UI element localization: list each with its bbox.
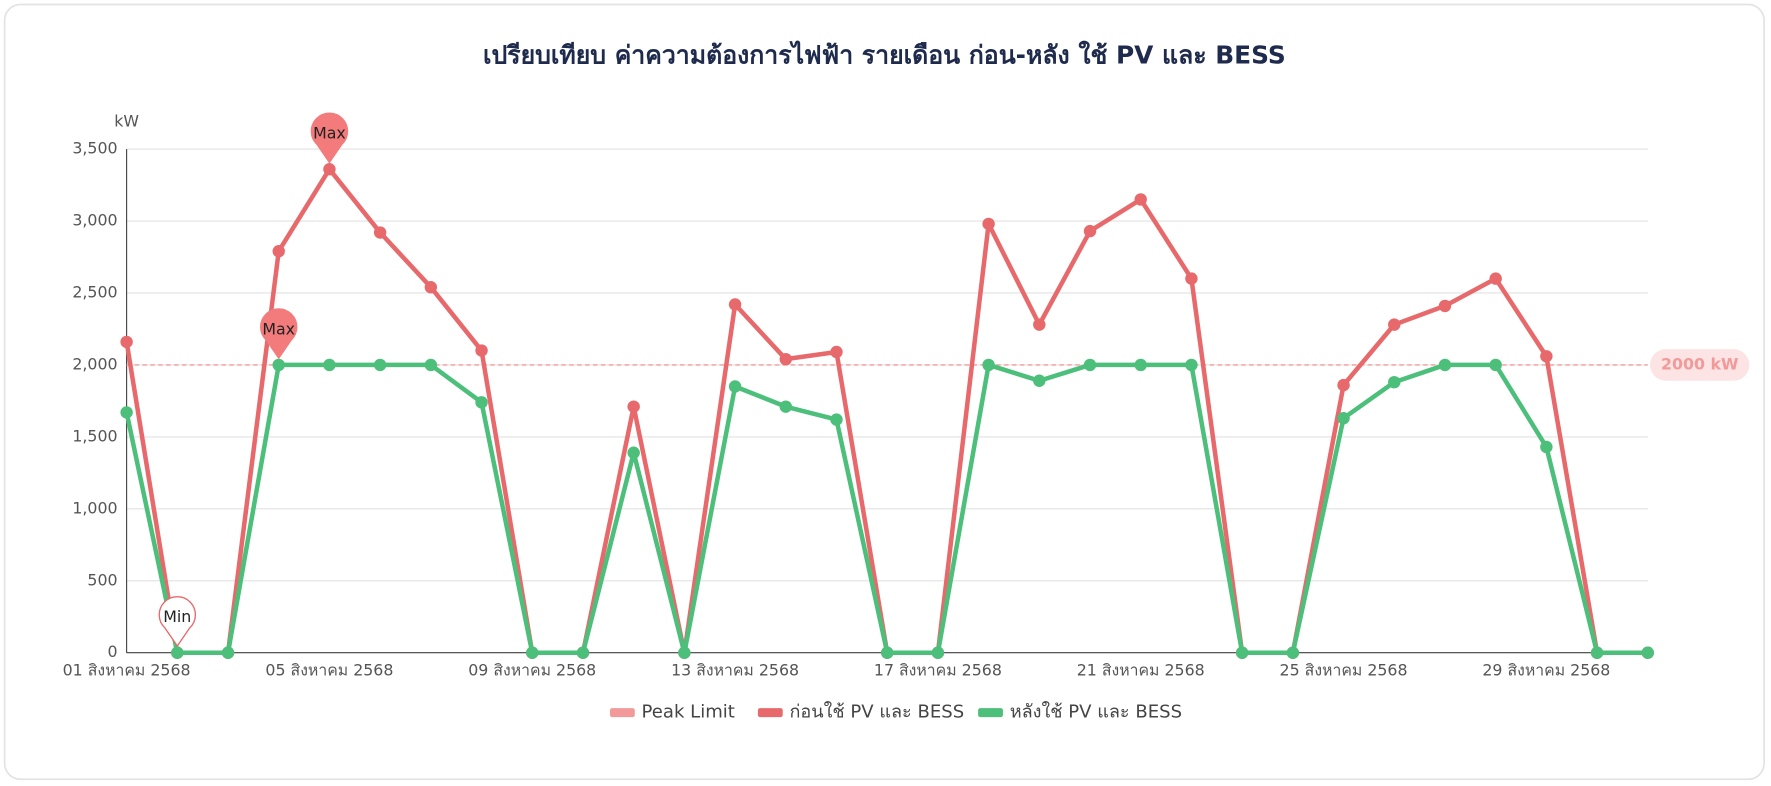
data-point (830, 345, 843, 359)
data-point (576, 646, 590, 659)
legend-label: ก่อนใช้ PV และ BESS (790, 701, 965, 723)
chart-title: เปรียบเทียบ ค่าความต้องการไฟฟ้า รายเดือน… (483, 39, 1286, 69)
data-point (982, 358, 995, 372)
data-point (1286, 646, 1300, 659)
y-tick-label: 500 (87, 570, 117, 589)
max-pin-label: Max (262, 319, 295, 338)
x-tick-label: 09 สิงหาคม 2568 (468, 660, 596, 679)
data-point (120, 406, 133, 419)
data-point (1235, 646, 1249, 659)
data-point (1590, 646, 1604, 659)
x-tick-label: 01 สิงหาคม 2568 (63, 660, 191, 679)
data-point (1489, 272, 1502, 285)
data-point (1489, 358, 1502, 372)
data-point (1388, 375, 1401, 389)
data-point (1033, 318, 1046, 331)
peak-limit-label-bg (1650, 349, 1750, 381)
data-point (323, 358, 336, 372)
data-point (1438, 358, 1452, 372)
data-point (1337, 411, 1350, 425)
data-point (475, 396, 488, 409)
max-pin-label: Max (313, 124, 346, 143)
y-tick-label: 0 (108, 642, 118, 661)
data-point (272, 245, 285, 258)
data-point (1438, 299, 1452, 313)
x-tick-label: 21 สิงหาคม 2568 (1077, 660, 1205, 679)
data-point (323, 163, 336, 176)
y-axis-label: kW (114, 111, 139, 130)
data-point (1641, 646, 1654, 659)
data-point (1134, 193, 1147, 206)
min-pin-label: Min (163, 607, 191, 626)
max-pin (259, 308, 298, 360)
data-point (627, 446, 640, 459)
y-tick-label: 3,000 (72, 211, 117, 230)
data-point (880, 646, 894, 659)
data-point (526, 646, 539, 659)
card (3, 3, 1765, 781)
data-point (982, 217, 995, 231)
data-point (272, 358, 285, 372)
min-pin (158, 596, 197, 648)
data-point (373, 358, 387, 372)
x-tick-label: 13 สิงหาคม 2568 (671, 660, 799, 679)
legend-label: Peak Limit (642, 702, 735, 723)
data-point (678, 646, 691, 659)
data-point (1033, 374, 1046, 387)
y-tick-label: 3,500 (72, 139, 117, 158)
legend-swatch (757, 708, 783, 718)
data-point (424, 281, 438, 294)
x-tick-label: 17 สิงหาคม 2568 (874, 660, 1002, 679)
peak-limit-label: 2000 kW (1661, 354, 1738, 373)
data-point (1540, 440, 1553, 454)
y-tick-label: 2,000 (72, 354, 117, 373)
legend-swatch (978, 708, 1003, 718)
data-point (424, 358, 438, 372)
x-tick-label: 25 สิงหาคม 2568 (1280, 660, 1408, 679)
x-tick-label: 29 สิงหาคม 2568 (1482, 660, 1610, 679)
y-tick-label: 2,500 (72, 282, 117, 301)
data-point (931, 646, 945, 659)
data-point (728, 380, 742, 393)
data-point (120, 335, 133, 349)
data-point (1083, 358, 1097, 372)
data-point (830, 413, 843, 426)
legend-swatch (609, 708, 635, 718)
data-point (627, 400, 640, 413)
data-point (1337, 378, 1350, 392)
data-point (1083, 224, 1097, 238)
data-point (779, 400, 792, 413)
max-pin (310, 112, 349, 164)
data-point (1185, 272, 1198, 285)
data-point (1540, 350, 1553, 363)
data-point (1388, 318, 1401, 331)
data-point (728, 298, 742, 311)
y-tick-label: 1,500 (72, 426, 117, 445)
data-point (475, 344, 488, 357)
data-point (373, 226, 387, 239)
data-point (221, 646, 235, 659)
data-point (779, 352, 792, 366)
x-tick-label: 05 สิงหาคม 2568 (265, 660, 393, 679)
data-point (171, 646, 184, 659)
y-tick-label: 1,000 (72, 498, 117, 517)
legend-label: หลังใช้ PV และ BESS (1010, 701, 1182, 723)
data-point (1134, 358, 1147, 372)
data-point (1185, 358, 1198, 372)
